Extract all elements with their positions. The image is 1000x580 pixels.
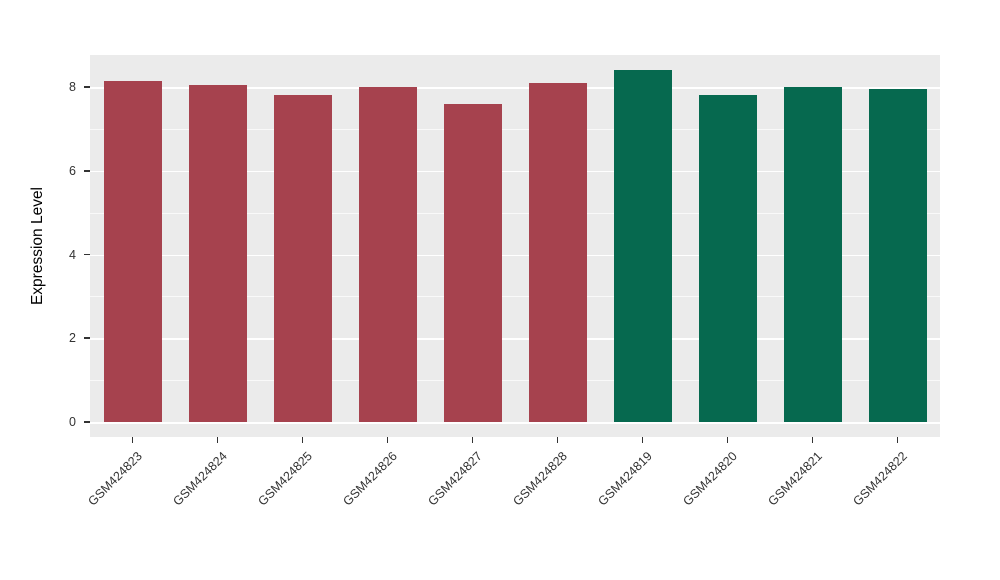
y-tick-mark bbox=[84, 253, 90, 256]
gridline-minor bbox=[90, 296, 940, 298]
x-tick-mark bbox=[641, 437, 644, 443]
x-tick-mark bbox=[301, 437, 304, 443]
gridline-major bbox=[90, 87, 940, 89]
x-tick-mark bbox=[471, 437, 474, 443]
bar-GSM424822 bbox=[868, 89, 927, 422]
gridline-major bbox=[90, 338, 940, 340]
plot-panel bbox=[90, 55, 940, 437]
bar-GSM424825 bbox=[273, 95, 332, 422]
y-tick-mark bbox=[84, 86, 90, 88]
y-tick-mark bbox=[84, 421, 90, 423]
y-tick-label: 8 bbox=[69, 80, 76, 94]
x-axis-labels: GSM424823 GSM424824 GSM424825 GSM424826 GSM4… bbox=[85, 437, 940, 580]
bar-GSM424819 bbox=[613, 70, 672, 422]
y-tick-mark bbox=[84, 337, 90, 340]
gridline-minor bbox=[90, 212, 940, 214]
x-tick-mark bbox=[811, 437, 814, 443]
y-tick-label: 6 bbox=[69, 163, 76, 178]
y-tick-label: 4 bbox=[69, 247, 76, 262]
y-tick-label: 2 bbox=[69, 331, 76, 346]
gridline-major bbox=[90, 422, 940, 424]
y-tick-label: 0 bbox=[69, 415, 76, 429]
x-tick-mark bbox=[131, 437, 134, 443]
bar-GSM424823 bbox=[103, 80, 162, 422]
bar-GSM424824 bbox=[188, 84, 247, 422]
y-axis: 0 2 4 6 8 bbox=[0, 55, 90, 437]
bar-GSM424821 bbox=[783, 87, 842, 422]
x-tick-mark bbox=[556, 437, 559, 443]
bar-GSM424820 bbox=[698, 95, 757, 422]
gridline-major bbox=[90, 170, 940, 173]
gridline-minor bbox=[90, 128, 940, 130]
x-tick-mark bbox=[216, 437, 219, 443]
bar-GSM424827 bbox=[443, 103, 502, 422]
y-axis-title: Expression Level bbox=[29, 186, 46, 306]
bar-GSM424828 bbox=[528, 82, 587, 422]
gridline-minor bbox=[90, 380, 940, 381]
x-tick-mark bbox=[386, 437, 389, 443]
y-tick-mark bbox=[84, 169, 90, 172]
x-tick-mark bbox=[726, 437, 729, 443]
bar-GSM424826 bbox=[358, 87, 417, 422]
gridline-major bbox=[90, 254, 940, 256]
x-tick-mark bbox=[896, 437, 899, 443]
